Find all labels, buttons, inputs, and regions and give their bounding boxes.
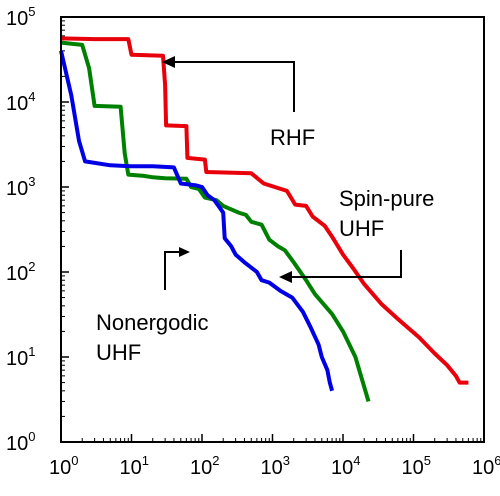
x-tick-label: 104 (331, 453, 360, 479)
annotation-nonergodic-line1: Nonergodic (96, 310, 209, 335)
rhf-arrow (168, 61, 295, 112)
y-tick-label: 104 (6, 89, 35, 115)
nonergodic-arrow (164, 251, 185, 290)
spin-pure-arrow (285, 250, 402, 278)
x-axis-ticks: 100 101 102 103 104 105 106 (49, 434, 500, 479)
series-line-rhf (60, 36, 469, 385)
rhf-arrowhead (162, 56, 175, 68)
spin-pure-arrowhead (279, 271, 292, 283)
y-tick-label: 103 (6, 174, 35, 200)
nonergodic-arrowhead (179, 247, 190, 257)
annotation-spin-pure-line1: Spin-pure (339, 186, 434, 211)
plot-frame (60, 16, 485, 443)
series-line-nonergodic (59, 50, 335, 392)
annotation-arrows (162, 56, 402, 290)
annotation-rhf: RHF (270, 125, 315, 150)
series-layer (59, 36, 469, 402)
y-tick-label: 101 (6, 344, 35, 370)
y-tick-label: 105 (6, 4, 35, 30)
annotation-nonergodic-line2: UHF (96, 340, 141, 365)
x-tick-label: 102 (190, 453, 219, 479)
x-tick-label: 101 (120, 453, 149, 479)
y-tick-label: 100 (6, 429, 35, 455)
x-tick-label: 106 (472, 453, 500, 479)
annotation-spin-pure-line2: UHF (339, 216, 384, 241)
x-tick-label: 105 (402, 453, 431, 479)
series-line-spin_pure (60, 40, 371, 402)
y-tick-label: 102 (6, 259, 35, 285)
x-tick-label: 103 (261, 453, 290, 479)
x-tick-label: 100 (49, 453, 78, 479)
y-axis-ticks: 100 101 102 103 104 105 (6, 4, 69, 455)
